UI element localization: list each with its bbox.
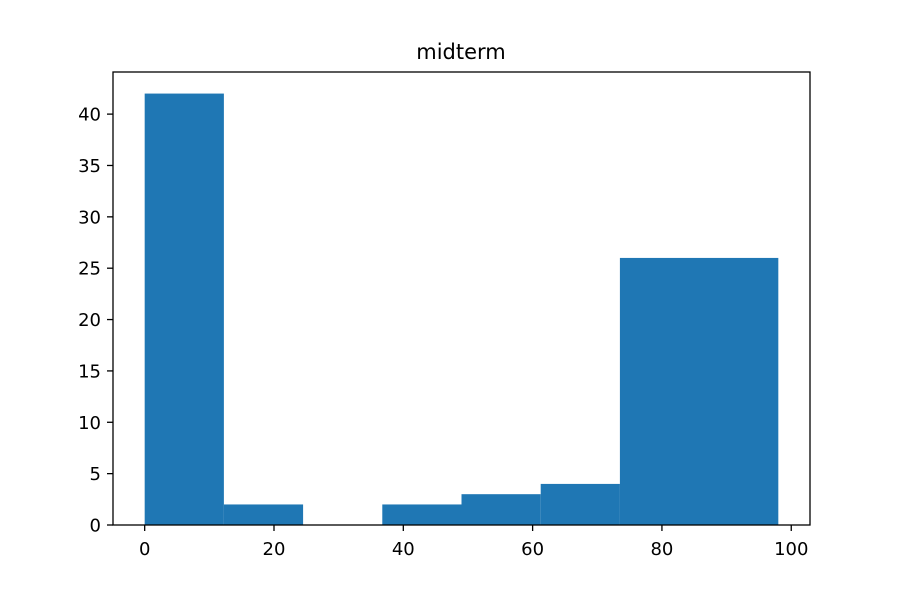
y-tick-label-1: 5 [90,464,101,485]
y-tick-label-3: 15 [78,361,101,382]
histogram-bar-5 [540,483,620,525]
histogram-bar-4 [461,494,541,525]
x-tick-label-3: 60 [521,539,544,560]
chart-title: midterm [416,40,506,64]
y-tick-label-8: 40 [78,105,101,126]
plot-frame [112,71,811,526]
histogram-bar-6 [619,257,779,525]
histogram-bar-3 [382,504,462,525]
y-tick-label-0: 0 [90,516,101,537]
x-tick-label-4: 80 [650,539,673,560]
x-tick-label-2: 40 [392,539,415,560]
y-tick-label-6: 30 [78,207,101,228]
y-axis: 0 5 10 15 20 25 30 35 40 [78,105,113,537]
histogram-bar-0 [144,93,224,526]
bars-group [144,93,779,526]
x-axis: 0 20 40 60 80 100 [139,525,808,560]
y-tick-label-4: 20 [78,310,101,331]
y-tick-label-7: 35 [78,156,101,177]
y-tick-label-2: 10 [78,413,101,434]
x-tick-label-5: 100 [774,539,808,560]
histogram-bar-1 [223,504,304,525]
x-tick-label-1: 20 [263,539,286,560]
y-tick-label-5: 25 [78,259,101,280]
x-tick-label-0: 0 [139,539,150,560]
